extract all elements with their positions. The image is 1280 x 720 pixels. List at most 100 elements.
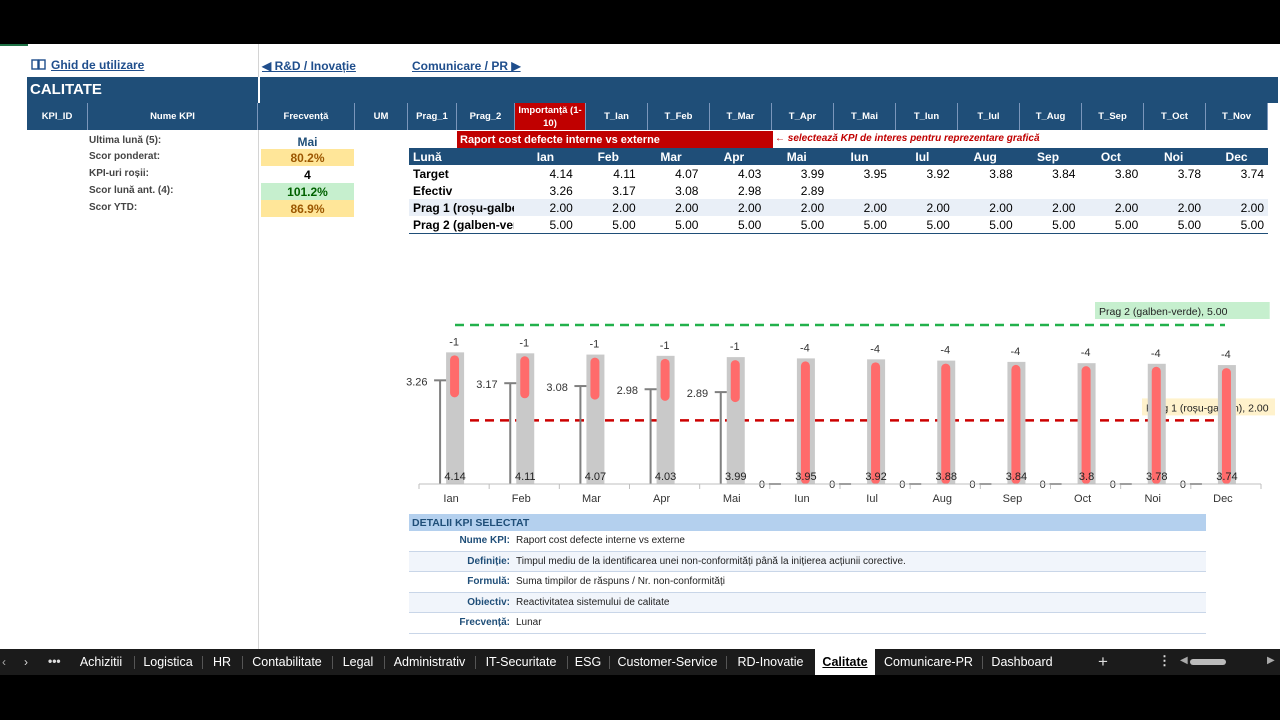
kpi-table-cell[interactable]: 2.00	[765, 199, 829, 216]
worksheet[interactable]: Ghid de utilizare ◀ R&D / Inovație Comun…	[0, 44, 1280, 649]
sheet-tab-comunicare-pr[interactable]: Comunicare-PR	[884, 655, 973, 669]
sheet-tab-administrativ[interactable]: Administrativ	[393, 655, 466, 669]
sheet-tab-it-securitate[interactable]: IT-Securitate	[485, 655, 557, 669]
more-sheets-icon[interactable]: •••	[48, 654, 61, 668]
kpi-table-cell[interactable]: 2.00	[1079, 199, 1143, 216]
kpi-chart[interactable]: Prag 2 (galben-verde), 5.00 Prag 1 (roșu-…	[405, 239, 1275, 509]
kpi-table-cell[interactable]: 2.00	[890, 199, 954, 216]
kpi-table-cell[interactable]: 5.00	[989, 217, 1013, 232]
kpi-table-cell[interactable]: 2.00	[702, 199, 766, 216]
hscroll-left-icon[interactable]: ◀	[1180, 655, 1188, 666]
kpi-table-cell[interactable]	[891, 182, 954, 199]
column-header-t-ian[interactable]: T_Ian	[586, 103, 648, 130]
kpi-table-cell[interactable]: 2.00	[1142, 199, 1206, 216]
column-header-t-mai[interactable]: T_Mai	[834, 103, 896, 130]
kpi-table-cell[interactable]	[1079, 182, 1142, 199]
kpi-selector-dropdown[interactable]: Raport cost defecte interne vs externe	[457, 131, 773, 148]
kpi-table-cell[interactable]: 5.00	[1177, 217, 1202, 232]
kpi-table-cell[interactable]: 2.00	[828, 199, 891, 216]
kpi-table-cell[interactable]	[828, 182, 891, 199]
column-header-kpi-id[interactable]: KPI_ID	[27, 103, 88, 130]
kpi-table-cell[interactable]: 2.98	[737, 183, 762, 198]
sheet-options-icon[interactable]: ⋮	[1158, 653, 1171, 668]
kpi-table-cell[interactable]: 5.00	[1052, 217, 1076, 232]
kpi-table-cell[interactable]: 5.00	[549, 217, 573, 232]
kpi-table-cell[interactable]	[1017, 182, 1080, 199]
column-header-frecven-[interactable]: Frecvență	[258, 103, 355, 130]
kpi-table-cell[interactable]: 2.00	[639, 199, 703, 216]
sheet-tab-contabilitate[interactable]: Contabilitate	[252, 655, 322, 669]
kpi-table-cell[interactable]: 3.99	[800, 166, 825, 181]
kpi-table-cell[interactable]: 5.00	[926, 217, 950, 232]
sheet-tab-dashboard[interactable]: Dashboard	[991, 655, 1053, 669]
kpi-table-cell[interactable]: 2.89	[800, 183, 825, 198]
details-row: Obiectiv: Reactivitatea sistemului de cal…	[409, 592, 1206, 614]
kpi-table-cell[interactable]: 3.80	[1114, 166, 1139, 181]
kpi-table-cell[interactable]: 5.00	[737, 217, 762, 232]
column-header-t-sep[interactable]: T_Sep	[1082, 103, 1144, 130]
kpi-table-cell[interactable]: 3.92	[926, 166, 950, 181]
column-header-prag-1[interactable]: Prag_1	[408, 103, 457, 130]
add-sheet-icon[interactable]: +	[1098, 652, 1108, 671]
kpi-table-cell[interactable]: 5.00	[675, 217, 699, 232]
column-header-um[interactable]: UM	[355, 103, 408, 130]
sheet-tab-esg[interactable]: ESG	[574, 655, 602, 669]
sheet-tab-logistica[interactable]: Logistica	[143, 655, 193, 669]
x-tick-label: Mar	[582, 493, 601, 505]
kpi-table-cell[interactable]: 3.74	[1240, 166, 1264, 181]
column-header-t-feb[interactable]: T_Feb	[648, 103, 710, 130]
column-header-t-iun[interactable]: T_Iun	[896, 103, 958, 130]
kpi-table-cell[interactable]: 4.07	[675, 166, 699, 181]
kpi-table-cell[interactable]: 3.78	[1177, 166, 1202, 181]
kpi-table-cell[interactable]	[1205, 182, 1268, 199]
kpi-table-cell[interactable]: 3.26	[549, 183, 573, 198]
sheet-tab-rd-inovatie[interactable]: RD-Inovatie	[737, 655, 804, 669]
guide-link[interactable]: Ghid de utilizare	[31, 58, 144, 72]
kpi-table-cell[interactable]	[954, 182, 1017, 199]
column-header-t-aug[interactable]: T_Aug	[1020, 103, 1082, 130]
column-header-t-mar[interactable]: T_Mar	[710, 103, 772, 130]
kpi-table-cell[interactable]: 4.03	[737, 166, 762, 181]
hscroll-right-icon[interactable]: ▶	[1267, 655, 1275, 666]
sheet-tab-customer-service[interactable]: Customer-Service	[617, 655, 718, 669]
sheet-tab-achizitii[interactable]: Achizitii	[79, 655, 123, 669]
kpi-table-cell[interactable]: 2.00	[514, 199, 577, 216]
sheet-tab-hr[interactable]: HR	[212, 655, 232, 669]
hscroll-thumb[interactable]	[1190, 659, 1226, 665]
kpi-table-cell[interactable]: 3.08	[675, 183, 699, 198]
kpi-table-cell[interactable]: Prag 1 (roșu-galben)	[409, 199, 514, 216]
kpi-table-cell[interactable]: 4.11	[613, 166, 636, 181]
column-header-t-nov[interactable]: T_Nov	[1206, 103, 1268, 130]
sheet-tab-calitate[interactable]: Calitate	[815, 649, 875, 675]
kpi-table-cell[interactable]: 3.17	[612, 183, 636, 198]
column-header-t-iul[interactable]: T_Iul	[958, 103, 1020, 130]
column-header-t-oct[interactable]: T_Oct	[1144, 103, 1206, 130]
scroll-right-icon[interactable]: ›	[24, 655, 28, 669]
scroll-left-icon[interactable]: ‹	[2, 655, 6, 669]
prev-sheet-link[interactable]: ◀ R&D / Inovație	[262, 59, 356, 73]
kpi-table-cell[interactable]: 5.00	[1240, 217, 1264, 232]
column-header-nume-kpi[interactable]: Nume KPI	[88, 103, 258, 130]
kpi-table-cell[interactable]: Target	[413, 166, 449, 181]
next-sheet-link[interactable]: Comunicare / PR ▶	[412, 59, 521, 73]
sheet-tab-legal[interactable]: Legal	[342, 655, 374, 669]
column-header-prag-2[interactable]: Prag_2	[457, 103, 515, 130]
kpi-table-cell[interactable]: 2.00	[576, 199, 640, 216]
kpi-table-cell[interactable]	[1142, 182, 1205, 199]
kpi-table-cell[interactable]: 2.00	[953, 199, 1017, 216]
column-header-importan-1-10-[interactable]: Importanță (1-10)	[515, 103, 586, 130]
kpi-table-cell[interactable]: Prag 2 (galben-verde)	[413, 217, 514, 232]
book-icon	[31, 59, 46, 70]
kpi-table-cell[interactable]: 3.88	[989, 166, 1013, 181]
kpi-table-cell[interactable]: 3.95	[863, 166, 887, 181]
kpi-table-cell[interactable]: 5.00	[863, 217, 887, 232]
kpi-table-cell[interactable]: Efectiv	[413, 183, 453, 198]
column-header-t-apr[interactable]: T_Apr	[772, 103, 834, 130]
kpi-table-cell[interactable]: 5.00	[1114, 217, 1139, 232]
kpi-table-cell[interactable]: 2.00	[1205, 199, 1268, 216]
kpi-table-cell[interactable]: 3.84	[1052, 166, 1076, 181]
kpi-table-cell[interactable]: 2.00	[1016, 199, 1080, 216]
kpi-table-cell[interactable]: 5.00	[800, 217, 825, 232]
kpi-table-cell[interactable]: 4.14	[549, 166, 573, 181]
kpi-table-cell[interactable]: 5.00	[612, 217, 636, 232]
